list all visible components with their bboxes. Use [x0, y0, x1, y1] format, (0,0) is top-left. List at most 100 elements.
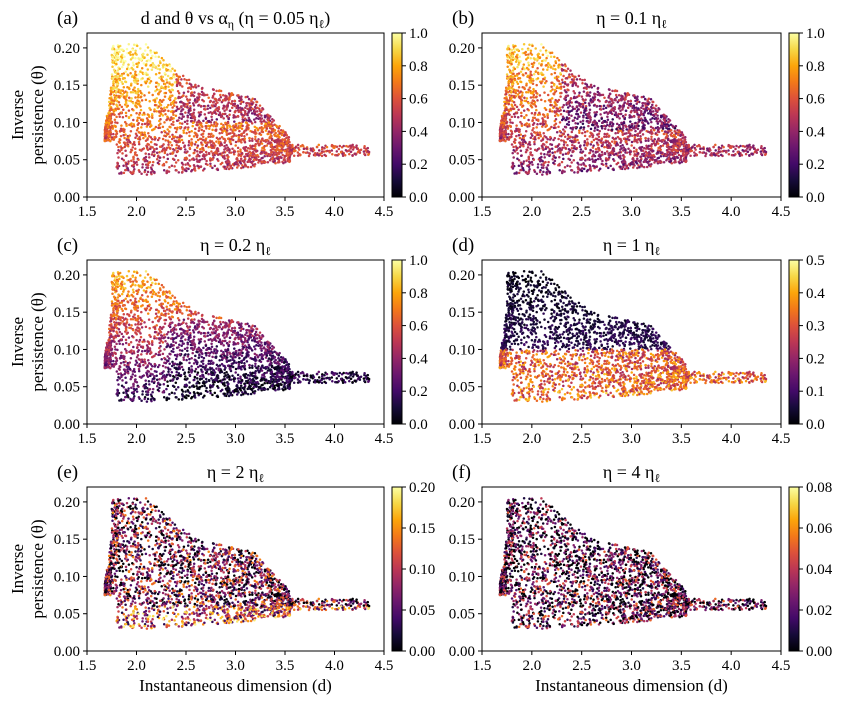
- scatter-point: [188, 159, 191, 162]
- scatter-point: [197, 104, 200, 107]
- scatter-point: [546, 116, 550, 120]
- scatter-point: [125, 122, 128, 126]
- scatter-point: [513, 78, 517, 82]
- scatter-point: [176, 107, 179, 111]
- scatter-point: [250, 122, 254, 125]
- scatter-point: [515, 171, 518, 174]
- scatter-point: [597, 147, 601, 150]
- scatter-point: [188, 82, 191, 85]
- y-axis-label: Inversepersistence (θ): [8, 65, 47, 164]
- scatter-point: [136, 127, 140, 130]
- scatter-point: [672, 133, 676, 137]
- scatter-point: [113, 124, 116, 127]
- scatter-point: [142, 147, 146, 150]
- scatter-point: [581, 131, 584, 135]
- scatter-point: [160, 56, 164, 60]
- scatter-point: [254, 135, 257, 138]
- scatter-point: [153, 170, 156, 174]
- colorbar-tick-label: 0.8: [409, 59, 428, 75]
- scatter-point: [571, 136, 575, 139]
- scatter-point: [596, 157, 600, 161]
- scatter-point: [645, 165, 649, 169]
- scatter-point: [286, 148, 289, 151]
- scatter-point: [110, 53, 114, 57]
- scatter-point: [186, 119, 189, 122]
- scatter-point: [541, 80, 544, 83]
- scatter-point: [136, 87, 140, 91]
- scatter-point: [263, 151, 267, 154]
- scatter-point: [523, 96, 526, 99]
- scatter-point: [520, 168, 523, 172]
- scatter-point: [134, 56, 137, 60]
- scatter-point: [334, 153, 337, 157]
- scatter-point: [538, 111, 541, 115]
- scatter-point: [199, 110, 203, 114]
- scatter-point: [178, 147, 181, 150]
- scatter-point: [248, 136, 251, 140]
- scatter-point: [171, 117, 174, 121]
- scatter-point: [170, 164, 174, 167]
- scatter-point: [509, 74, 512, 78]
- scatter-point: [111, 88, 114, 91]
- scatter-point: [629, 99, 633, 103]
- scatter-point: [215, 124, 218, 128]
- scatter-point: [120, 124, 123, 127]
- scatter-point: [122, 108, 125, 112]
- scatter-point: [261, 130, 265, 134]
- scatter-point: [141, 133, 144, 136]
- scatter-point: [637, 115, 640, 119]
- panel-b: 1.5 2.0 2.5 3.0 3.5 4.0 4.50.000.050.100.150.2…: [449, 8, 826, 220]
- scatter-point: [511, 87, 514, 90]
- scatter-point: [138, 113, 141, 116]
- scatter-point: [237, 135, 241, 139]
- scatter-point: [158, 68, 162, 71]
- scatter-point: [186, 161, 190, 165]
- scatter-point: [363, 152, 366, 156]
- scatter-point: [201, 143, 204, 147]
- scatter-point: [154, 72, 158, 76]
- scatter-point: [172, 123, 175, 126]
- scatter-point: [106, 121, 109, 124]
- y-tick-label: 0.00: [54, 190, 80, 206]
- scatter-point: [537, 136, 540, 140]
- scatter-point: [139, 70, 142, 73]
- scatter-point: [516, 157, 519, 160]
- scatter-point: [134, 51, 137, 55]
- scatter-point: [604, 100, 608, 104]
- scatter-point: [144, 98, 148, 102]
- scatter-point: [540, 98, 543, 102]
- scatter-point: [184, 163, 187, 166]
- scatter-point: [599, 113, 602, 116]
- scatter-point: [299, 144, 303, 148]
- scatter-point: [143, 170, 146, 174]
- scatter-point: [281, 138, 284, 141]
- scatter-point: [292, 154, 296, 158]
- scatter-point: [515, 146, 519, 150]
- scatter-point: [602, 107, 605, 111]
- scatter-point: [124, 154, 128, 158]
- scatter-point: [149, 79, 153, 83]
- scatter-point: [246, 165, 250, 169]
- scatter-point: [613, 105, 617, 109]
- scatter-point: [168, 82, 171, 85]
- scatter-point: [577, 74, 581, 78]
- scatter-point: [185, 97, 189, 101]
- scatter-point: [542, 143, 546, 146]
- scatter-point: [133, 89, 137, 93]
- scatter-point: [513, 103, 517, 107]
- scatter-point: [192, 111, 195, 114]
- scatter-point: [584, 98, 587, 102]
- scatter-point: [180, 110, 183, 113]
- scatter-point: [524, 170, 528, 174]
- scatter-point: [168, 165, 171, 169]
- scatter-point: [107, 134, 111, 138]
- scatter-point: [146, 138, 149, 141]
- scatter-point: [611, 124, 614, 128]
- scatter-point: [571, 105, 574, 109]
- scatter-point: [173, 81, 177, 84]
- scatter-point: [529, 51, 532, 55]
- scatter-point: [156, 92, 160, 96]
- scatter-point: [744, 152, 748, 156]
- scatter-point: [624, 124, 627, 127]
- scatter-point: [642, 154, 645, 157]
